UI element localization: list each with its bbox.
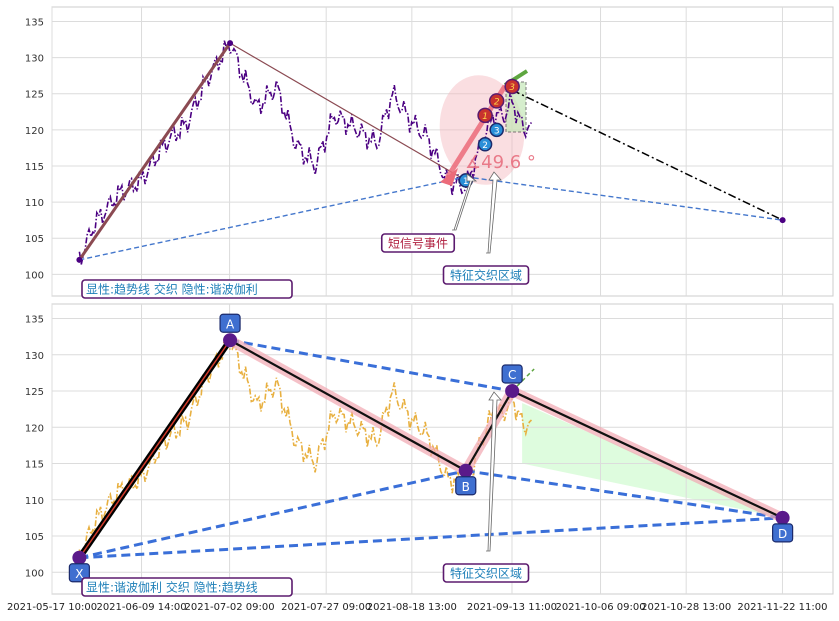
leg-BC	[464, 390, 514, 472]
red-point-2	[488, 93, 505, 109]
trendline-1	[229, 42, 467, 181]
pattern-label-box-A	[219, 313, 241, 333]
y-tick-label: 115	[25, 460, 44, 471]
pattern-point-C	[505, 384, 520, 398]
dashed-connector-AC	[229, 338, 513, 393]
pattern-point-B	[458, 463, 473, 478]
y-tick-label: 110	[25, 496, 44, 507]
leg-CD	[511, 390, 784, 519]
pattern-label-A: A	[226, 317, 235, 331]
y-tick-label: 120	[25, 423, 44, 434]
x-tick-label: 2021-11-22 11:00	[737, 602, 827, 613]
blue-point-label: 1	[463, 177, 469, 187]
legend-top-box	[81, 279, 293, 299]
dashed-connector-XB	[79, 469, 467, 560]
y-tick-label: 115	[25, 162, 44, 173]
y-tick-label: 130	[25, 54, 44, 65]
price-series-top	[78, 40, 533, 265]
annotation-arrow-zone-top	[486, 171, 502, 254]
leg-AB	[229, 339, 467, 472]
dashed-connector-BD	[465, 469, 783, 520]
y-tick-label: 125	[25, 387, 44, 398]
y-tick-label: 120	[25, 126, 44, 137]
pattern-label-box-C	[501, 364, 523, 384]
feature-zone-label-top-text: 特征交织区域	[450, 268, 522, 283]
pattern-label-C: C	[508, 368, 516, 382]
y-tick-label: 100	[25, 568, 44, 579]
feature-zone-label-bottom-text: 特征交织区域	[450, 566, 522, 581]
red-point-3	[504, 78, 520, 95]
x-tick-label: 2021-06-09 14:00	[96, 602, 186, 613]
blue-point-label: 2	[482, 141, 488, 151]
trend-endpoint	[779, 217, 786, 224]
feature-zone-label-top-box	[442, 265, 530, 285]
angle-label: ∡49.6 °	[465, 152, 536, 173]
pattern-label-B: B	[462, 480, 470, 494]
feature-zone-label-bottom-box	[442, 563, 530, 583]
short-signal-label-text: 短信号事件	[388, 237, 448, 251]
y-tick-label: 130	[25, 351, 44, 362]
trendline-3	[465, 176, 783, 221]
x-tick-label: 2021-07-27 09:00	[281, 602, 371, 613]
red-point-label: 3	[509, 83, 515, 93]
pattern-label-D: D	[778, 527, 787, 541]
y-tick-label: 135	[25, 17, 44, 28]
x-tick-label: 2021-05-17 10:00	[7, 602, 97, 613]
y-tick-label: 105	[25, 532, 44, 543]
plot-area-bottom	[51, 303, 834, 595]
pattern-label-X: X	[75, 567, 83, 581]
legend-top-text: 显性:趋势线 交织 隐性:谐波伽利	[86, 282, 258, 297]
annotation-arrow-zone-bottom	[486, 391, 502, 552]
y-tick-label: 125	[25, 90, 44, 101]
pattern-point-A	[223, 333, 238, 348]
extension-line	[511, 368, 535, 392]
pattern-point-D	[775, 510, 790, 525]
pattern-label-box-B	[455, 476, 477, 496]
short-signal-label-box	[380, 233, 456, 253]
pattern-point-X	[72, 550, 87, 565]
annotation-arrow-short	[452, 173, 478, 231]
trend-startpoint	[76, 256, 83, 263]
trendline-2	[79, 176, 466, 261]
red-point-label: 1	[482, 112, 488, 122]
y-tick-label: 110	[25, 198, 44, 209]
legend-bottom-text: 显性:谐波伽利 交织 隐性:趋势线	[86, 580, 258, 595]
short-signal-arrowhead	[440, 168, 458, 186]
x-tick-label: 2021-10-28 13:00	[641, 602, 731, 613]
legend-bottom-box	[81, 577, 293, 597]
trendline-4	[511, 89, 783, 221]
leg-XA-core	[78, 339, 231, 559]
x-tick-label: 2021-08-18 13:00	[367, 602, 457, 613]
trend-peakpoint	[227, 40, 234, 47]
x-tick-label: 2021-10-06 09:00	[555, 602, 645, 613]
pattern-label-box-D	[772, 523, 794, 543]
trendline-0	[78, 42, 232, 261]
y-tick-label: 100	[25, 270, 44, 281]
y-tick-label: 105	[25, 234, 44, 245]
y-tick-label: 135	[25, 315, 44, 326]
x-tick-label: 2021-09-13 11:00	[467, 602, 557, 613]
red-point-1	[477, 107, 493, 124]
red-point-label: 2	[494, 97, 500, 107]
x-tick-label: 2021-07-02 09:00	[185, 602, 275, 613]
blue-point-3	[489, 122, 504, 138]
blue-point-2	[477, 137, 493, 152]
blue-point-label: 3	[494, 126, 500, 136]
dashed-connector-XD	[79, 516, 783, 560]
